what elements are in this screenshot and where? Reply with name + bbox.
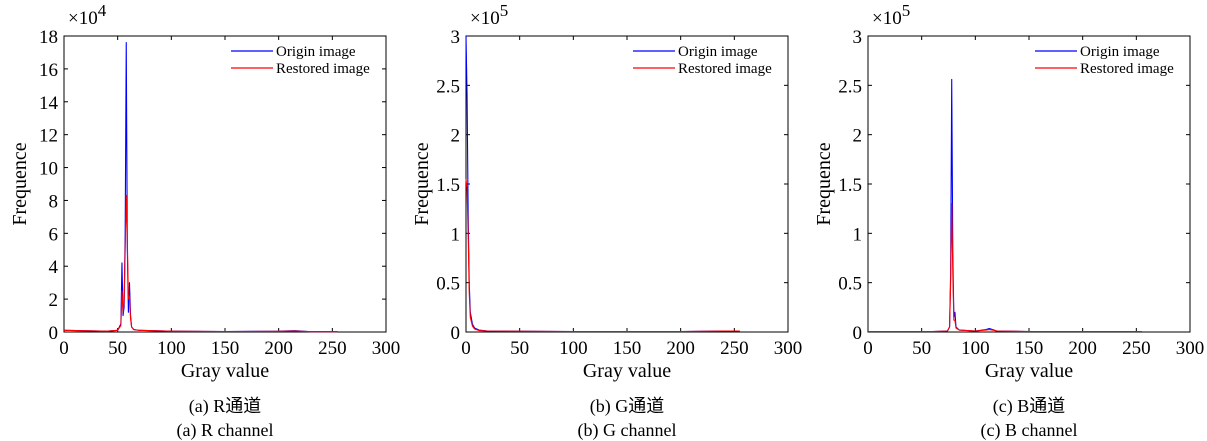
y-tick-label: 10 <box>39 159 58 180</box>
y-tick-label: 3 <box>451 27 461 48</box>
y-multiplier: ×104 <box>68 1 107 29</box>
y-axis-label: Frequence <box>9 142 31 225</box>
x-tick-label: 200 <box>666 338 695 359</box>
x-tick-label: 300 <box>774 338 803 359</box>
x-tick-label: 300 <box>372 338 401 359</box>
x-tick-label: 200 <box>264 338 293 359</box>
legend-label: Origin image <box>678 44 758 60</box>
x-tick-label: 250 <box>318 338 347 359</box>
x-tick-label: 0 <box>863 338 873 359</box>
y-multiplier-exponent: 5 <box>902 1 911 20</box>
series-line-restored <box>868 203 1142 333</box>
panel-caption-en: (b) G channel <box>578 420 677 441</box>
x-tick-label: 250 <box>720 338 749 359</box>
chart-panel-1: 0 50 100 150 200 250 300024681012141618×104Gra… <box>9 1 400 441</box>
series-line-restored <box>465 179 740 333</box>
legend-label: Restored image <box>1080 61 1174 77</box>
panel-caption-cn: (b) G通道 <box>590 396 665 417</box>
x-axis-label: Gray value <box>181 360 269 382</box>
series-line-origin <box>868 78 1142 333</box>
x-tick-label: 150 <box>613 338 642 359</box>
x-tick-label: 150 <box>1015 338 1044 359</box>
legend-label: Origin image <box>276 44 356 60</box>
y-multiplier-base: ×10 <box>68 8 98 29</box>
x-tick-label: 100 <box>559 338 588 359</box>
y-multiplier-base: ×10 <box>470 8 500 29</box>
y-tick-label: 0 <box>853 323 863 344</box>
y-multiplier: ×105 <box>470 1 508 29</box>
plot-frame <box>63 35 387 333</box>
y-tick-label: 0.5 <box>436 274 460 295</box>
x-tick-label: 50 <box>912 338 931 359</box>
x-tick-label: 250 <box>1122 338 1151 359</box>
y-tick-label: 2 <box>853 126 863 147</box>
x-tick-label: 0 <box>461 338 471 359</box>
panel-caption-en: (a) R channel <box>177 420 274 441</box>
y-axis-label: Frequence <box>411 142 433 225</box>
y-tick-label: 1.5 <box>436 175 460 196</box>
y-multiplier-exponent: 5 <box>500 1 509 20</box>
y-tick-label: 2.5 <box>838 76 862 97</box>
series-line-origin <box>63 42 338 333</box>
legend-label: Restored image <box>678 61 772 77</box>
chart-panel-2: 0 50 100 150 200 250 300 0 0.5 1 1.5 2 2.5 3 ×105 Gray … <box>411 1 802 441</box>
plot-frame <box>465 35 789 333</box>
y-tick-label: 16 <box>39 60 58 81</box>
y-multiplier: ×105 <box>872 1 910 29</box>
y-tick-label: 1 <box>451 224 461 245</box>
y-tick-label: 4 <box>49 257 59 278</box>
y-tick-label: 1.5 <box>838 175 862 196</box>
y-tick-label: 1 <box>853 224 863 245</box>
series-line-origin <box>465 35 740 333</box>
x-tick-label: 50 <box>108 338 127 359</box>
y-multiplier-base: ×10 <box>872 8 902 29</box>
y-tick-label: 2 <box>49 290 59 311</box>
chart-panel-3: 0 50 100 150 200 250 300 0 0.5 1 1.5 2 2.5 3 ×105 Gray … <box>813 1 1204 441</box>
y-tick-label: 3 <box>853 27 863 48</box>
x-axis-label: Gray value <box>985 360 1073 382</box>
y-tick-label: 18 <box>39 27 58 48</box>
x-tick-label: 200 <box>1068 338 1097 359</box>
y-tick-label: 12 <box>39 126 58 147</box>
y-tick-label: 6 <box>49 224 59 245</box>
panel-caption-cn: (a) R通道 <box>189 396 261 417</box>
x-tick-label: 150 <box>211 338 240 359</box>
y-tick-label: 8 <box>49 191 59 212</box>
x-tick-label: 0 <box>59 338 69 359</box>
x-tick-label: 100 <box>157 338 186 359</box>
y-tick-label: 2 <box>451 126 461 147</box>
x-tick-label: 50 <box>510 338 529 359</box>
legend-label: Restored image <box>276 61 370 77</box>
panel-caption-en: (c) B channel <box>981 420 1078 441</box>
y-tick-label: 0 <box>451 323 461 344</box>
y-tick-label: 14 <box>39 93 59 114</box>
legend-label: Origin image <box>1080 44 1160 60</box>
y-axis-label: Frequence <box>813 142 835 225</box>
series-line-restored <box>63 194 338 333</box>
plot-frame <box>867 35 1191 333</box>
y-tick-label: 0 <box>49 323 59 344</box>
y-multiplier-exponent: 4 <box>98 1 107 20</box>
x-tick-label: 300 <box>1176 338 1205 359</box>
y-tick-label: 2.5 <box>436 76 460 97</box>
x-tick-label: 100 <box>961 338 990 359</box>
x-axis-label: Gray value <box>583 360 671 382</box>
y-tick-label: 0.5 <box>838 274 862 295</box>
panel-caption-cn: (c) B通道 <box>993 396 1065 417</box>
